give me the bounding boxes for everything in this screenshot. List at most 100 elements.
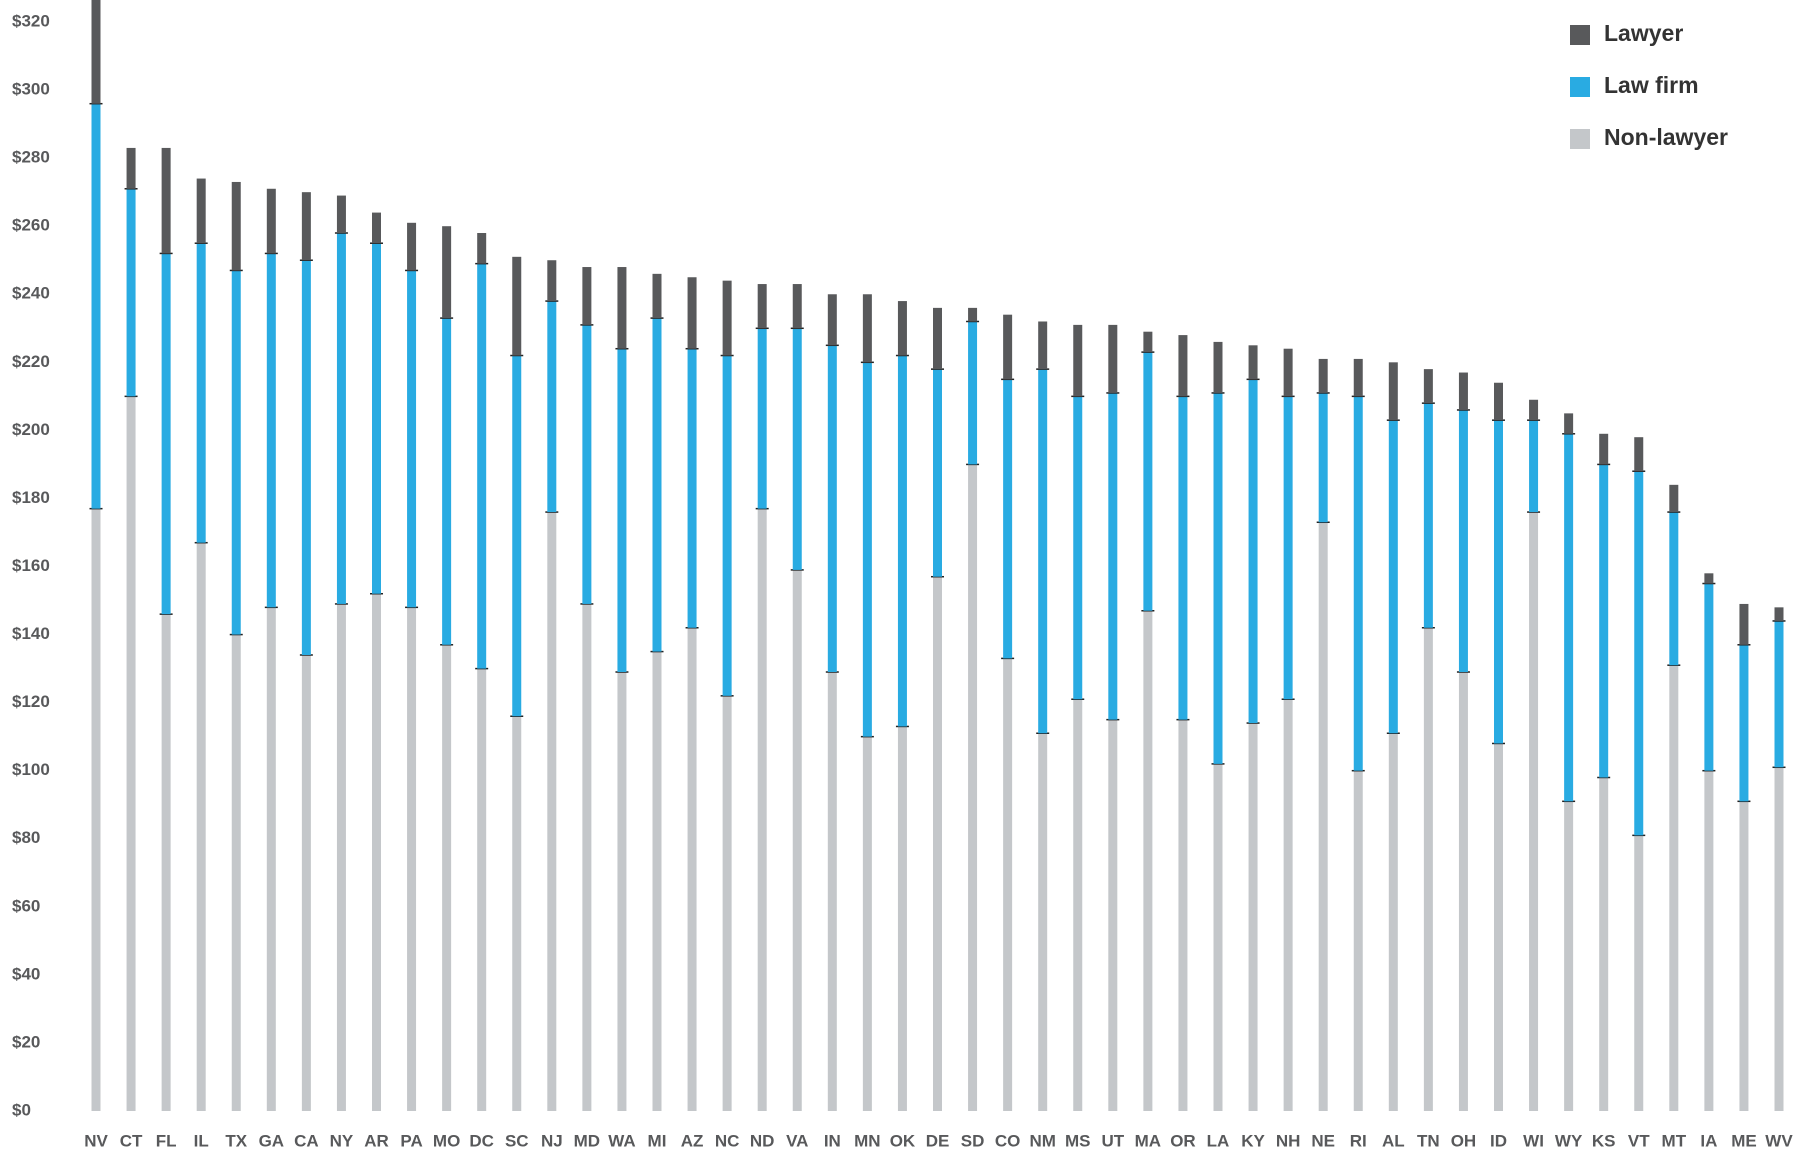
x-tick-label: WV	[1765, 1131, 1793, 1150]
x-tick-label: OH	[1451, 1131, 1477, 1150]
bar-segment	[1003, 314, 1013, 380]
y-tick-label: $120	[12, 692, 50, 711]
bar-segment	[1318, 522, 1328, 1111]
bar-segment	[687, 277, 697, 349]
bar-segment	[547, 260, 557, 302]
x-tick-label: WY	[1555, 1131, 1583, 1150]
bar-segment	[1774, 767, 1784, 1111]
bar-segment	[1669, 484, 1679, 513]
y-tick-label: $60	[12, 896, 40, 915]
x-tick-label: ND	[750, 1131, 775, 1150]
bar-segment	[652, 318, 662, 652]
bar-segment	[1388, 420, 1398, 734]
bar-segment	[757, 508, 767, 1111]
bar-segment	[1704, 573, 1714, 584]
x-tick-label: LA	[1207, 1131, 1230, 1150]
bar-segment	[968, 321, 978, 465]
x-tick-label: FL	[156, 1131, 177, 1150]
y-tick-label: $220	[12, 352, 50, 371]
bar-segment	[1458, 409, 1468, 673]
bar-segment	[266, 253, 276, 608]
x-tick-label: OR	[1170, 1131, 1196, 1150]
bar-segment	[1599, 777, 1609, 1111]
bar-segment	[1388, 362, 1398, 421]
bar-segment	[1704, 583, 1714, 771]
x-tick-label: NM	[1029, 1131, 1055, 1150]
bar-segment	[1353, 396, 1363, 771]
bar-segment	[1458, 372, 1468, 410]
bar-segment	[862, 736, 872, 1111]
x-tick-label: MT	[1662, 1131, 1687, 1150]
x-tick-label: UT	[1101, 1131, 1124, 1150]
bar-segment	[1634, 471, 1644, 836]
bar-segment	[1739, 603, 1749, 645]
bar-segment	[1283, 348, 1293, 397]
bar-segment	[1739, 644, 1749, 802]
x-tick-label: NC	[715, 1131, 740, 1150]
bar-segment	[1038, 733, 1048, 1111]
bar-segment	[91, 103, 101, 509]
bar-segment	[1248, 379, 1258, 724]
bar-segment	[1529, 420, 1539, 513]
bar-segment	[372, 212, 381, 244]
bar-segment	[1038, 321, 1048, 370]
bar-segment	[196, 178, 206, 244]
bar-segment	[897, 301, 907, 356]
bar-segment	[1283, 396, 1293, 700]
bar-segment	[407, 222, 417, 271]
x-tick-label: MI	[648, 1131, 667, 1150]
x-tick-label: NE	[1311, 1131, 1335, 1150]
bar-segment	[336, 603, 346, 1111]
x-tick-label: AL	[1382, 1131, 1405, 1150]
bar-segment	[301, 192, 311, 261]
bar-segment	[1143, 352, 1153, 611]
bar-segment	[1423, 627, 1433, 1111]
bar-segment	[231, 181, 241, 271]
bar-segment	[477, 668, 487, 1111]
bar-segment	[231, 270, 241, 635]
bar-segment	[1423, 403, 1433, 628]
bar-segment	[336, 195, 346, 234]
x-tick-label: VA	[786, 1131, 808, 1150]
bar-segment	[1634, 835, 1644, 1111]
bar-segment	[1739, 801, 1749, 1111]
y-tick-label: $80	[12, 828, 40, 847]
y-tick-label: $280	[12, 148, 50, 167]
bar-segment	[1564, 413, 1574, 434]
bar-segment	[1669, 665, 1679, 1111]
bar-segment	[512, 716, 522, 1111]
bar-segment	[126, 396, 136, 1111]
bar-segment	[792, 328, 802, 570]
y-tick-label: $240	[12, 284, 50, 303]
bar-segment	[407, 607, 417, 1111]
bar-segment	[1529, 512, 1539, 1111]
bar-segment	[301, 654, 311, 1111]
x-tick-label: ID	[1490, 1131, 1507, 1150]
bar-segment	[1248, 345, 1258, 380]
bar-segment	[1178, 335, 1188, 397]
bar-segment	[407, 270, 417, 608]
bar-segment	[442, 226, 452, 319]
bar-segment	[1213, 392, 1223, 764]
bar-segment	[161, 614, 171, 1111]
bar-segment	[372, 593, 381, 1111]
y-tick-label: $0	[12, 1100, 31, 1119]
bar-segment	[757, 284, 767, 329]
bar-segment	[1353, 770, 1363, 1111]
bar-segment	[897, 355, 907, 727]
x-tick-label: NY	[330, 1131, 354, 1150]
y-tick-label: $160	[12, 556, 50, 575]
bar-segment	[1599, 433, 1609, 465]
x-tick-label: VT	[1628, 1131, 1650, 1150]
bar-segment	[1774, 620, 1784, 768]
bar-segment	[1564, 433, 1574, 802]
x-tick-label: IL	[194, 1131, 209, 1150]
bar-segment	[512, 256, 522, 356]
bar-segment	[862, 362, 872, 737]
bar-segment	[652, 651, 662, 1111]
x-tick-label: CA	[294, 1131, 319, 1150]
bar-segment	[231, 634, 241, 1111]
bar-segment	[827, 294, 837, 346]
bar-segment	[652, 273, 662, 319]
